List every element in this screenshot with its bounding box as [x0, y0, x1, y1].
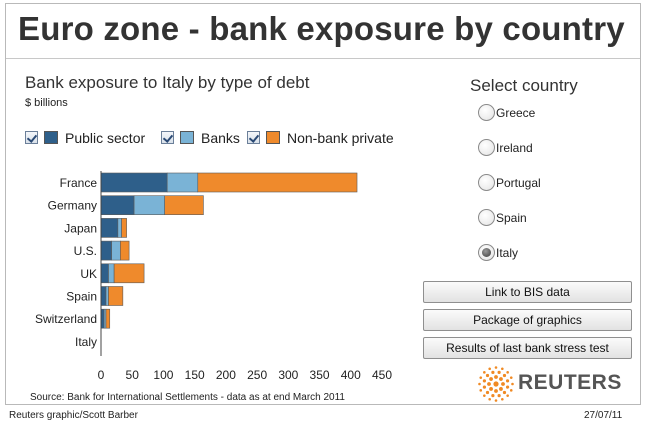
logo-dot — [494, 399, 498, 402]
logo-dot — [491, 393, 495, 398]
link-bis-data-button[interactable]: Link to BIS data — [423, 281, 632, 303]
legend-label: Non-bank private — [287, 130, 394, 146]
logo-dot — [497, 370, 501, 375]
chart-source: Source: Bank for International Settlemen… — [30, 392, 345, 403]
checkbox-icon[interactable] — [161, 131, 174, 144]
selector-title: Select country — [470, 76, 578, 95]
graphic-date: 27/07/11 — [584, 410, 623, 421]
checkbox-icon[interactable] — [247, 131, 260, 144]
radio-icon[interactable] — [478, 209, 495, 226]
logo-dot — [483, 394, 486, 397]
checkbox-icon[interactable] — [25, 131, 38, 144]
radio-icon[interactable] — [478, 139, 495, 156]
logo-dot — [491, 370, 495, 375]
logo-dot — [479, 376, 483, 379]
logo-dot — [485, 390, 490, 395]
radio-label: Italy — [496, 246, 519, 260]
logo-dot — [483, 371, 486, 374]
logo-dot — [502, 390, 507, 395]
legend-swatch — [266, 131, 280, 144]
logo-dot — [489, 377, 493, 381]
graphic-credit: Reuters graphic/Scott Barber — [9, 410, 138, 421]
logo-dot — [509, 376, 513, 379]
radio-label: Ireland — [496, 141, 533, 155]
logo-dot — [509, 389, 513, 392]
legend-swatch — [180, 131, 194, 144]
logo-dot — [489, 387, 493, 391]
radio-icon[interactable] — [478, 104, 495, 121]
radio-icon[interactable] — [478, 174, 495, 191]
logo-dot — [487, 382, 491, 386]
logo-dot — [478, 382, 481, 386]
logo-dot — [501, 397, 504, 401]
logo-dot — [499, 387, 503, 391]
radio-label: Greece — [496, 106, 536, 120]
logo-dot — [488, 367, 491, 371]
chart-unit: $ billions — [25, 97, 68, 109]
logo-dot — [494, 375, 498, 379]
logo-dot — [511, 382, 514, 386]
stress-test-results-button[interactable]: Results of last bank stress test — [423, 337, 632, 359]
logo-dot — [499, 377, 503, 381]
logo-dot — [494, 389, 498, 393]
logo-dot — [506, 394, 509, 397]
legend-label: Banks — [201, 130, 240, 146]
logo-dot — [482, 379, 487, 383]
radio-label: Portugal — [496, 176, 541, 190]
logo-dot — [493, 381, 499, 387]
legend-swatch — [44, 131, 58, 144]
logo-dot — [502, 373, 507, 378]
radio-label: Spain — [496, 211, 527, 225]
logo-dot — [494, 366, 498, 369]
logo-dot — [505, 385, 510, 389]
title-bar: Euro zone - bank exposure by country — [6, 4, 640, 59]
logo-dot — [505, 379, 510, 383]
page-title: Euro zone - bank exposure by country — [18, 10, 625, 47]
logo-dot — [501, 367, 504, 371]
logo-dot — [488, 397, 491, 401]
package-of-graphics-button[interactable]: Package of graphics — [423, 309, 632, 331]
reuters-wordmark: REUTERS — [518, 371, 622, 394]
radio-icon[interactable] — [478, 244, 495, 261]
reuters-logo-icon — [478, 366, 514, 402]
logo-dot — [501, 382, 505, 386]
legend-label: Public sector — [65, 130, 146, 146]
chart-title: Bank exposure to Italy by type of debt — [25, 73, 310, 92]
logo-dot — [479, 389, 483, 392]
logo-dot — [506, 371, 509, 374]
logo-dot — [497, 393, 501, 398]
logo-dot — [485, 373, 490, 378]
logo-dot — [482, 385, 487, 389]
